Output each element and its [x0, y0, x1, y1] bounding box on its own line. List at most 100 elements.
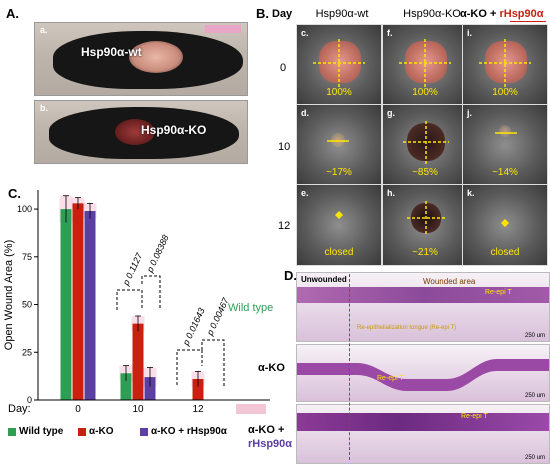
mouse-photo-wt: a. Hsp90α-wt: [34, 22, 248, 96]
col-head-wt: Hsp90α-wt: [315, 8, 369, 20]
x-tick-label: 12: [192, 404, 204, 415]
legend-label: α-KO + rHsp90α: [151, 426, 227, 437]
scale-bar: 250 um: [524, 333, 545, 339]
tissue-tag: Re-epi T: [377, 375, 404, 382]
x-tick-label: 0: [75, 404, 81, 415]
wound-area: [499, 125, 511, 137]
row-label-rescue-highlight: rHsp90α: [248, 438, 293, 450]
legend-swatch: [78, 427, 86, 436]
photo-a-letter: a.: [40, 25, 48, 35]
bracket-p2: [141, 275, 161, 310]
tile-letter: f.: [387, 28, 393, 38]
bar-1-2: [192, 379, 204, 400]
wound-tile-c: c. 100%: [296, 24, 382, 106]
col-head-rescue-highlight: rHsp90α: [499, 8, 544, 20]
p-value-brackets: [116, 275, 225, 388]
tile-percent: 100%: [492, 87, 518, 98]
x-tick-label: 10: [132, 404, 144, 415]
tile-percent: 100%: [326, 87, 352, 98]
panel-a-letter: A.: [6, 6, 19, 21]
p-value-1: p 0.1127: [120, 251, 144, 288]
tile-letter: j.: [467, 108, 473, 118]
bar-1-1: [132, 323, 144, 400]
tile-letter: e.: [301, 188, 309, 198]
label-wounded-area: Wounded area: [423, 277, 476, 286]
tile-percent: 100%: [412, 87, 438, 98]
tile-letter: c.: [301, 28, 309, 38]
wound-tile-i: i. 100%: [462, 24, 548, 106]
y-tick-label: 25: [22, 347, 32, 357]
row-label-wild-type: Wild type: [228, 302, 274, 314]
tile-letter: h.: [387, 188, 395, 198]
wound-tile-d: d. ~17%: [296, 104, 382, 186]
scale-bar: 250 um: [524, 393, 545, 399]
day-label-0: 0: [280, 62, 287, 74]
wound-area-bar-chart: Open Wound Area (%) 0 25 50 75 100 0 10 12 Day…: [3, 190, 270, 415]
legend-swatch: [8, 427, 16, 436]
y-tick-label: 50: [22, 300, 32, 310]
wound-area: [485, 41, 527, 83]
tile-letter: i.: [467, 28, 473, 38]
tissue-tag: Re-epi T: [485, 289, 512, 296]
wound-area: [319, 41, 361, 83]
epidermis-band: [297, 287, 549, 303]
legend-item-ko: α-KO: [78, 426, 113, 437]
wound-tile-f: f. 100%: [382, 24, 468, 106]
ear-tag: [205, 25, 241, 33]
p-value-3: p 0.01643: [180, 306, 206, 347]
day-label-10: 10: [278, 141, 291, 153]
bars: [59, 195, 205, 400]
wound-tile-e: e. closed: [296, 184, 382, 266]
panel-d-letter: D.: [284, 268, 297, 283]
col-head-rescue: α-KO + rHsp90α: [460, 8, 550, 20]
x-axis-ticks: 0 10 12: [75, 404, 204, 415]
y-axis-ticks: 0 25 50 75 100: [17, 204, 38, 405]
tile-letter: g.: [387, 108, 395, 118]
wound-edge-line: [349, 274, 350, 460]
epidermis-band: [297, 413, 549, 431]
wound-tile-k: k. closed: [462, 184, 548, 266]
col-head-ko: Hsp90α-KO: [403, 8, 461, 20]
tissue-tag: Re-epi T: [461, 413, 488, 420]
bracket-p3: [176, 349, 203, 385]
wound-wt: [129, 41, 183, 73]
col-head-underline: [510, 21, 546, 22]
histology-ko: Re-epi T 250 um: [296, 344, 550, 402]
y-axis-title: Open Wound Area (%): [3, 240, 15, 350]
photo-b-label: Hsp90α-KO: [141, 123, 207, 137]
wound-tile-h: h. ~21%: [382, 184, 468, 266]
tile-letter: d.: [301, 108, 309, 118]
bar-0-0: [60, 209, 72, 400]
photo-a-label: Hsp90α-wt: [81, 45, 142, 59]
wound-area: [405, 41, 447, 83]
legend-swatch: [140, 427, 148, 436]
bracket-p1: [116, 289, 143, 310]
panel-b-letter: B.: [256, 6, 269, 21]
tile-percent: closed: [324, 247, 354, 258]
tile-percent: ~21%: [412, 247, 438, 258]
wound-area: [331, 133, 345, 147]
y-tick-label: 100: [17, 204, 32, 214]
histology-rescue: Re-epi T 250 um: [296, 404, 550, 464]
legend-item-rescue: α-KO + rHsp90α: [140, 426, 227, 437]
col-head-rescue-prefix: α-KO +: [460, 8, 500, 20]
tile-percent: closed: [490, 247, 520, 258]
bar-2-1: [144, 377, 156, 400]
label-unwounded: Unwounded: [301, 275, 347, 284]
re-epi-note: Re-epithelialization tongue (Re-epi T): [357, 325, 457, 331]
day-header: Day: [272, 8, 293, 20]
panel-c-letter: C.: [8, 186, 21, 201]
tile-letter: k.: [467, 188, 475, 198]
bar-0-1: [120, 373, 132, 400]
row-label-rescue-prefix: α-KO +: [248, 424, 285, 436]
wound-tile-g: g. ~85%: [382, 104, 468, 186]
wound-tile-j: j. ~14%: [462, 104, 548, 186]
legend-label: Wild type: [19, 426, 64, 437]
day-prefix: Day:: [8, 403, 31, 415]
mouse-photo-ko: b. Hsp90α-KO: [34, 100, 248, 164]
y-tick-label: 0: [27, 395, 32, 405]
bracket-p4: [201, 339, 225, 388]
y-tick-label: 75: [22, 252, 32, 262]
legend-item-wild-type: Wild type: [8, 426, 63, 437]
photo-b-letter: b.: [40, 103, 48, 113]
